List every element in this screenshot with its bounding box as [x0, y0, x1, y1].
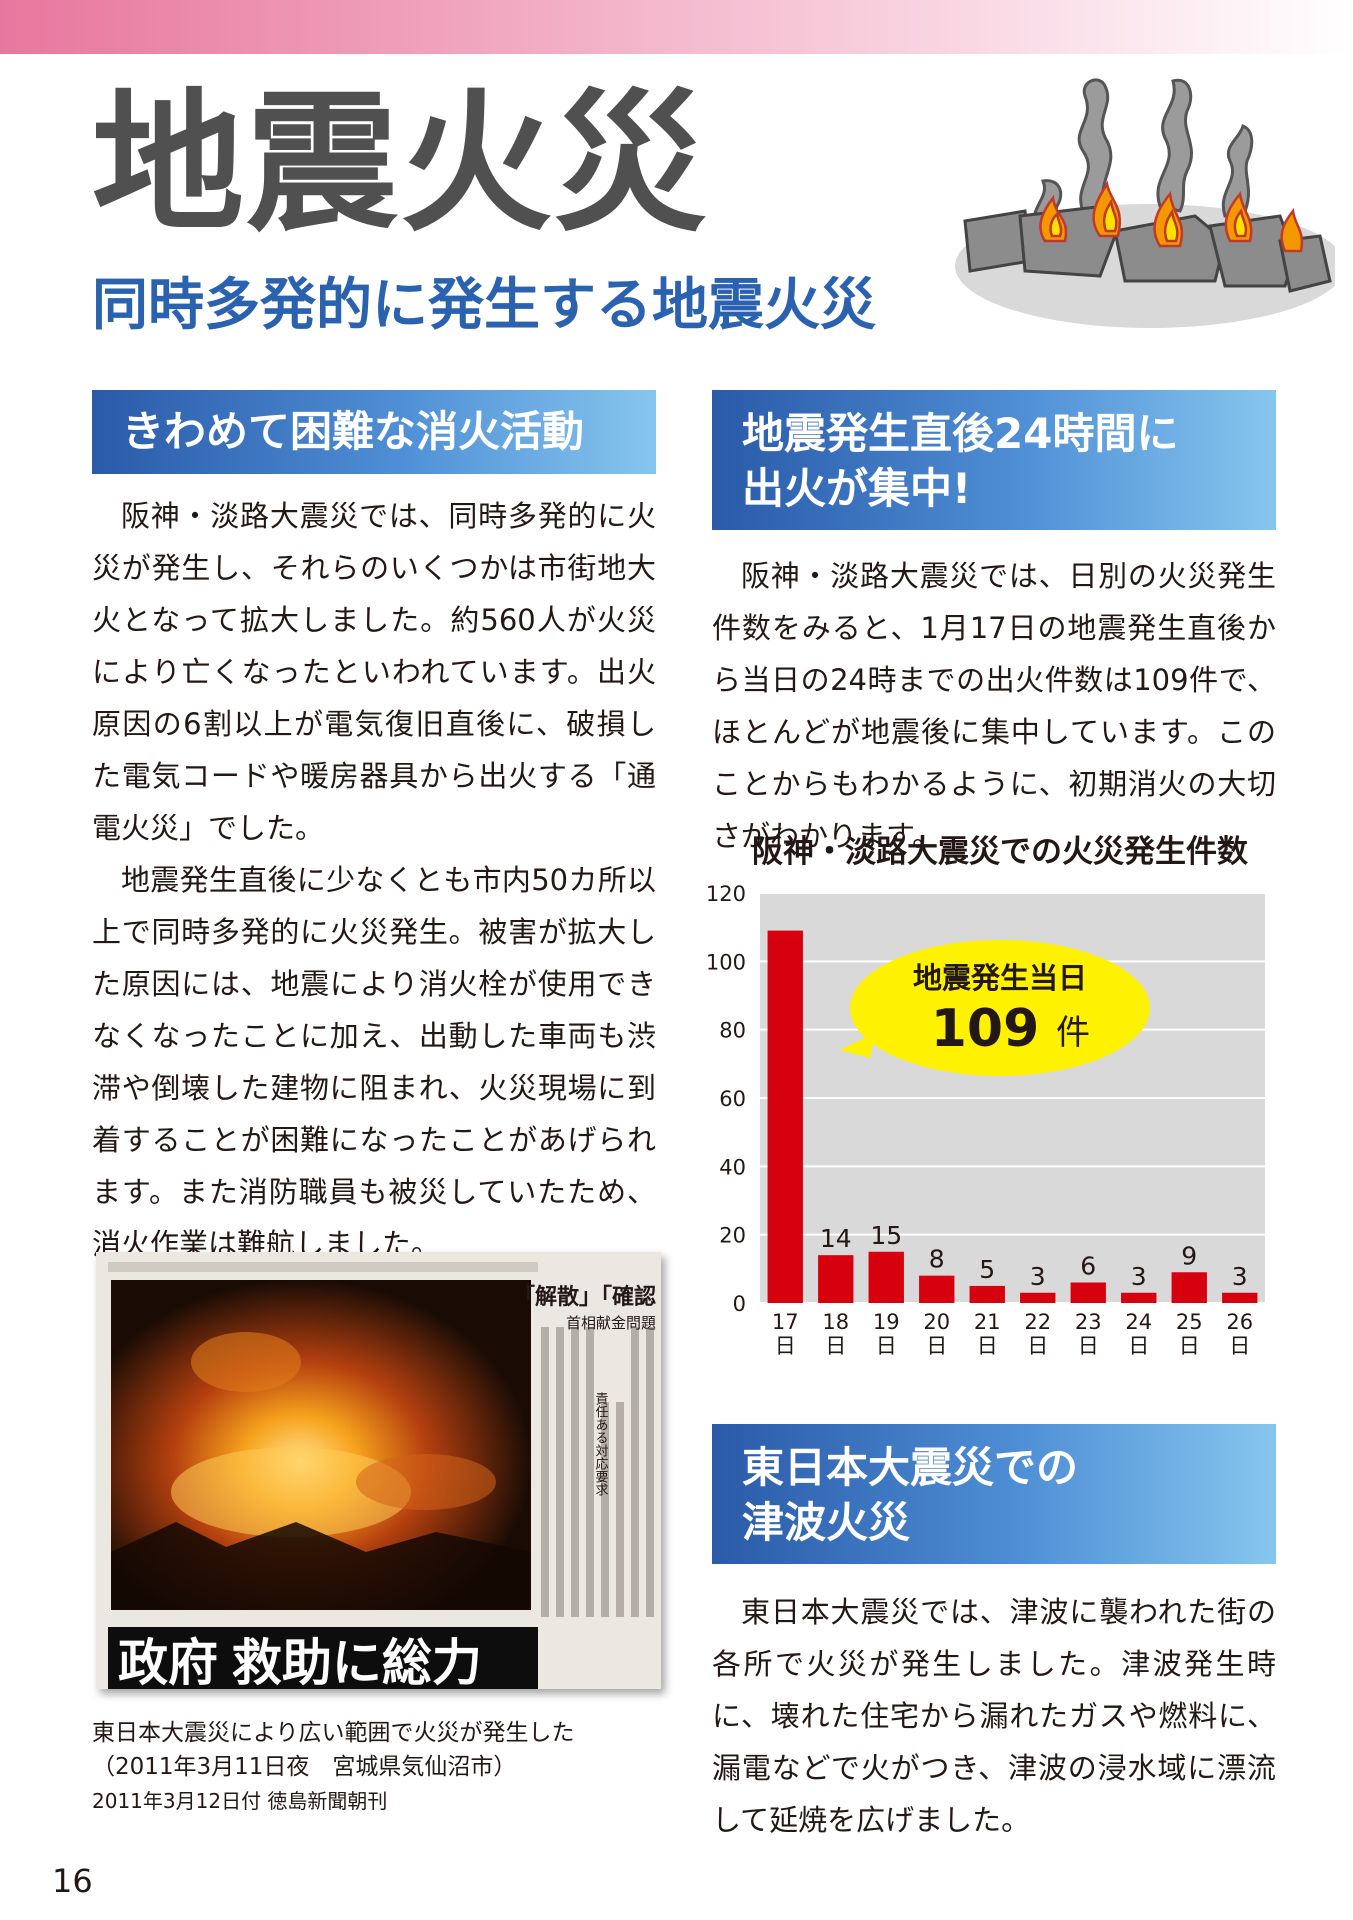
x-tick-label: 20 — [923, 1310, 950, 1334]
data-label: 3 — [1232, 1262, 1248, 1291]
top-color-band — [0, 0, 1353, 54]
bar — [1171, 1272, 1207, 1303]
bar — [1020, 1292, 1056, 1303]
newspaper-headline: 政府 救助に総力 — [118, 1635, 482, 1689]
x-tick-label: 17 — [772, 1310, 799, 1334]
newspaper-photo: 「解散」「確認 首相献金問題 責任ある対応要求 政府 救助に総力 — [96, 1252, 661, 1689]
x-tick-label: 25 — [1176, 1310, 1203, 1334]
chart-title: 阪神・淡路大震災での火災発生件数 — [752, 834, 1248, 870]
data-label: 15 — [870, 1221, 902, 1250]
x-tick-label: 21 — [974, 1310, 1001, 1334]
page-subtitle: 同時多発的に発生する地震火災 — [92, 273, 876, 338]
section-heading-firefighting: きわめて困難な消火活動 — [92, 390, 656, 474]
caption-line: （2011年3月11日夜 宮城県気仙沼市） — [92, 1754, 517, 1780]
y-tick-label: 20 — [719, 1224, 746, 1248]
caption-source: 2011年3月12日付 徳島新聞朝刊 — [92, 1789, 388, 1813]
x-tick-label-unit: 日 — [1078, 1334, 1099, 1358]
y-tick-label: 60 — [719, 1087, 746, 1111]
bar — [919, 1275, 955, 1303]
x-tick-label: 22 — [1024, 1310, 1051, 1334]
flame — [1102, 198, 1118, 233]
callout-label: 地震発生当日 — [913, 961, 1087, 995]
bar — [767, 930, 803, 1303]
side-headline: 首相献金問題 — [566, 1315, 656, 1332]
x-tick-label-unit: 日 — [1229, 1334, 1250, 1358]
data-label: 3 — [1131, 1262, 1147, 1291]
bar — [1222, 1292, 1258, 1303]
photo-caption: 東日本大震災により広い範囲で火災が発生した （2011年3月11日夜 宮城県気仙… — [92, 1716, 575, 1818]
callout-unit: 件 — [1056, 1013, 1090, 1053]
section-heading-text: きわめて困難な消火活動 — [122, 407, 585, 456]
x-tick-label-unit: 日 — [1179, 1334, 1200, 1358]
callout-bubble — [850, 940, 1150, 1076]
section-heading-24hours: 地震発生直後24時間に 出火が集中! — [712, 390, 1276, 530]
section-body-firefighting: 阪神・淡路大震災では、同時多発的に火災が発生し、それらのいくつかは市街地大火とな… — [92, 490, 656, 1270]
masthead-strip — [108, 1262, 538, 1272]
newspaper-text-columns — [541, 1327, 654, 1617]
smoke-plume — [1156, 78, 1193, 213]
data-label: 6 — [1080, 1252, 1096, 1281]
data-label: 14 — [820, 1224, 852, 1253]
x-tick-label: 18 — [822, 1310, 849, 1334]
flame — [1163, 208, 1179, 243]
x-tick-label-unit: 日 — [1128, 1334, 1149, 1358]
flame — [1280, 207, 1304, 253]
smoke-plume — [1221, 123, 1254, 218]
flame — [1233, 208, 1248, 238]
x-tick-label: 23 — [1075, 1310, 1102, 1334]
smoke-plume — [1077, 78, 1113, 218]
bar — [868, 1251, 904, 1303]
section-body-tsunami-fire: 東日本大震災では、津波に襲われた街の各所で火災が発生しました。津波発生時に、壊れ… — [712, 1586, 1276, 1846]
paragraph: 地震発生直後に少なくとも市内50カ所以上で同時多発的に火災発生。被害が拡大した原… — [92, 863, 656, 1261]
section-heading-text: 東日本大震災での 津波火災 — [742, 1443, 1079, 1548]
x-tick-label: 19 — [873, 1310, 900, 1334]
headline-band — [108, 1627, 538, 1689]
fire-count-bar-chart: 02040608010012017日1418日1519日820日521日322日… — [706, 882, 1265, 1358]
bar — [818, 1255, 854, 1303]
side-headline: 責任ある対応要求 — [594, 1392, 609, 1496]
flame — [1049, 211, 1063, 238]
x-tick-label-unit: 日 — [775, 1334, 796, 1358]
bar — [1070, 1282, 1106, 1303]
burning-houses-illustration — [955, 78, 1335, 328]
x-tick-label-unit: 日 — [926, 1334, 947, 1358]
x-tick-label: 24 — [1125, 1310, 1152, 1334]
x-tick-label-unit: 日 — [825, 1334, 846, 1358]
paragraph: 阪神・淡路大震災では、同時多発的に火災が発生し、それらのいくつかは市街地大火とな… — [92, 499, 656, 845]
callout-pointer — [840, 1033, 875, 1058]
y-tick-label: 120 — [706, 882, 746, 906]
paragraph: 阪神・淡路大震災では、日別の火災発生件数をみると、1月17日の地震発生直後から当… — [712, 559, 1276, 853]
data-label: 9 — [1181, 1241, 1197, 1270]
x-tick-label: 26 — [1226, 1310, 1253, 1334]
x-tick-label-unit: 日 — [876, 1334, 897, 1358]
x-tick-label-unit: 日 — [1027, 1334, 1048, 1358]
newspaper-clipping: 「解散」「確認 首相献金問題 責任ある対応要求 政府 救助に総力 — [96, 1252, 661, 1689]
bar — [969, 1285, 1005, 1303]
bar — [1121, 1292, 1157, 1303]
data-label: 8 — [929, 1245, 945, 1274]
page-number: 16 — [52, 1862, 93, 1900]
page-title: 地震火災 — [92, 75, 708, 252]
y-tick-label: 40 — [719, 1155, 746, 1179]
y-tick-label: 0 — [733, 1292, 746, 1316]
data-label: 5 — [979, 1255, 995, 1284]
section-body-24hours: 阪神・淡路大震災では、日別の火災発生件数をみると、1月17日の地震発生直後から当… — [712, 550, 1276, 862]
y-tick-label: 100 — [706, 950, 746, 974]
side-headline: 「解散」「確認 — [513, 1284, 656, 1309]
data-label: 3 — [1030, 1262, 1046, 1291]
section-heading-tsunami-fire: 東日本大震災での 津波火災 — [712, 1424, 1276, 1564]
x-tick-label-unit: 日 — [977, 1334, 998, 1358]
y-tick-label: 80 — [719, 1019, 746, 1043]
callout-value: 109 — [931, 999, 1040, 1059]
caption-line: 東日本大震災により広い範囲で火災が発生した — [92, 1720, 575, 1746]
paragraph: 東日本大震災では、津波に襲われた街の各所で火災が発生しました。津波発生時に、壊れ… — [712, 1595, 1276, 1837]
section-heading-text: 地震発生直後24時間に 出火が集中! — [742, 409, 1179, 514]
